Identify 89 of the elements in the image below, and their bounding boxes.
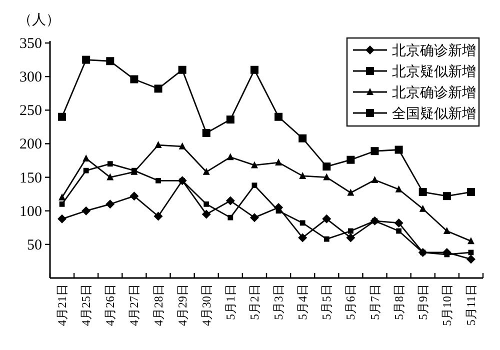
point <box>154 212 163 221</box>
point <box>371 176 378 183</box>
point <box>82 154 90 162</box>
legend-label: 北京确诊新增 <box>392 85 476 101</box>
point <box>202 168 210 175</box>
legend-label: 全国疑似新增 <box>392 106 476 122</box>
point <box>58 112 66 121</box>
point <box>154 84 162 93</box>
point <box>324 236 330 242</box>
point <box>275 158 282 166</box>
point <box>154 141 162 148</box>
x-tick-label: 4月25日 <box>79 284 94 326</box>
y-tick-label: 150 <box>20 170 42 186</box>
point <box>106 57 114 66</box>
point <box>396 228 402 234</box>
x-tick-label: 4月26日 <box>103 284 118 326</box>
point <box>204 201 210 207</box>
point <box>347 188 354 196</box>
point <box>202 128 210 137</box>
x-tick-label: 5月5日 <box>320 284 334 320</box>
point <box>252 182 258 188</box>
y-tick-label: 100 <box>20 204 42 220</box>
x-tick-label: 4月29日 <box>175 284 190 326</box>
point <box>346 233 356 242</box>
point <box>298 134 307 142</box>
legend-label: 北京确诊新增 <box>392 43 476 59</box>
point <box>228 214 234 220</box>
x-tick-label: 5月9日 <box>416 284 430 320</box>
x-tick-label: 5月6日 <box>344 284 358 320</box>
x-tick-label: 4月27日 <box>127 284 142 326</box>
y-tick-label: 300 <box>20 70 42 86</box>
x-tick-label: 4月28日 <box>151 284 166 326</box>
legend-label: 北京疑似新增 <box>392 64 476 80</box>
point <box>130 75 138 84</box>
x-tick-label: 4月21日 <box>55 284 70 326</box>
x-tick-label: 5月3日 <box>272 284 286 320</box>
point <box>443 227 450 234</box>
point <box>83 168 89 174</box>
point <box>130 192 139 201</box>
point <box>395 185 402 192</box>
x-tick-label: 5月7日 <box>368 284 382 320</box>
point <box>323 173 330 180</box>
point <box>250 161 258 168</box>
point <box>82 206 91 216</box>
point <box>250 213 259 222</box>
point <box>348 228 354 234</box>
point <box>226 153 234 160</box>
y-tick-label: 50 <box>27 237 42 254</box>
point <box>156 178 161 184</box>
point <box>418 188 427 196</box>
point <box>178 142 186 150</box>
point <box>300 220 306 226</box>
x-tick-label: 5月2日 <box>247 284 262 320</box>
x-tick-label: 4月30日 <box>199 284 214 326</box>
point <box>58 193 66 200</box>
point <box>394 146 403 154</box>
x-tick-label: 5月1日 <box>223 284 238 320</box>
point <box>178 66 186 74</box>
y-tick-label: 200 <box>20 136 42 153</box>
point <box>299 172 306 179</box>
x-tick-label: 5月8日 <box>392 284 406 320</box>
point <box>58 214 67 224</box>
point <box>59 201 65 207</box>
point <box>226 196 235 206</box>
y-tick-label: 350 <box>20 36 42 52</box>
y-tick-label: 250 <box>20 103 42 120</box>
point <box>466 254 476 264</box>
x-tick-label: 5月4日 <box>296 284 310 320</box>
x-tick-label: 5月10日 <box>440 284 454 326</box>
point <box>82 56 90 64</box>
point <box>202 210 211 219</box>
point <box>467 237 474 244</box>
point <box>226 116 234 124</box>
point <box>274 112 283 121</box>
point <box>106 173 114 180</box>
y-axis-title: （人） <box>18 12 60 28</box>
point <box>322 214 332 224</box>
point <box>107 161 113 167</box>
point <box>298 233 308 242</box>
point <box>346 156 355 164</box>
x-tick-label: 5月11日 <box>464 284 478 326</box>
point <box>419 204 426 212</box>
point <box>322 162 331 171</box>
point <box>106 200 115 209</box>
point <box>250 66 258 74</box>
point <box>466 188 475 196</box>
point <box>442 192 451 200</box>
point <box>370 147 379 156</box>
point <box>394 218 404 228</box>
